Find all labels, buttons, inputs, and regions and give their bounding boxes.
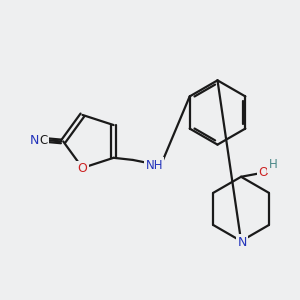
Text: H: H: [269, 158, 278, 172]
Text: C: C: [40, 134, 48, 147]
Text: O: O: [259, 166, 269, 179]
Text: N: N: [238, 236, 247, 249]
Text: NH: NH: [146, 159, 163, 172]
Text: O: O: [77, 163, 87, 176]
Text: N: N: [30, 134, 39, 147]
